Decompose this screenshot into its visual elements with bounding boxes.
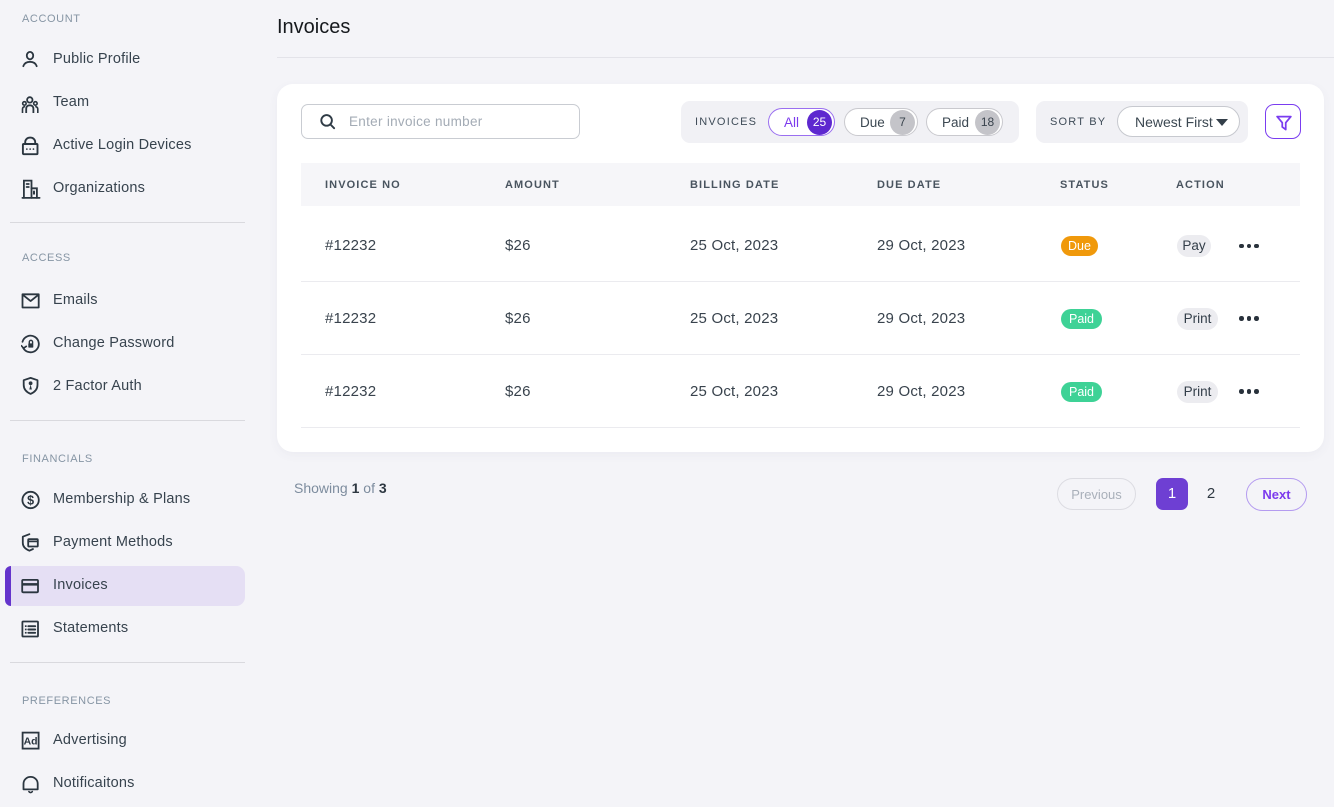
svg-text:$: $ <box>27 493 34 507</box>
svg-text:Ad: Ad <box>24 735 38 747</box>
